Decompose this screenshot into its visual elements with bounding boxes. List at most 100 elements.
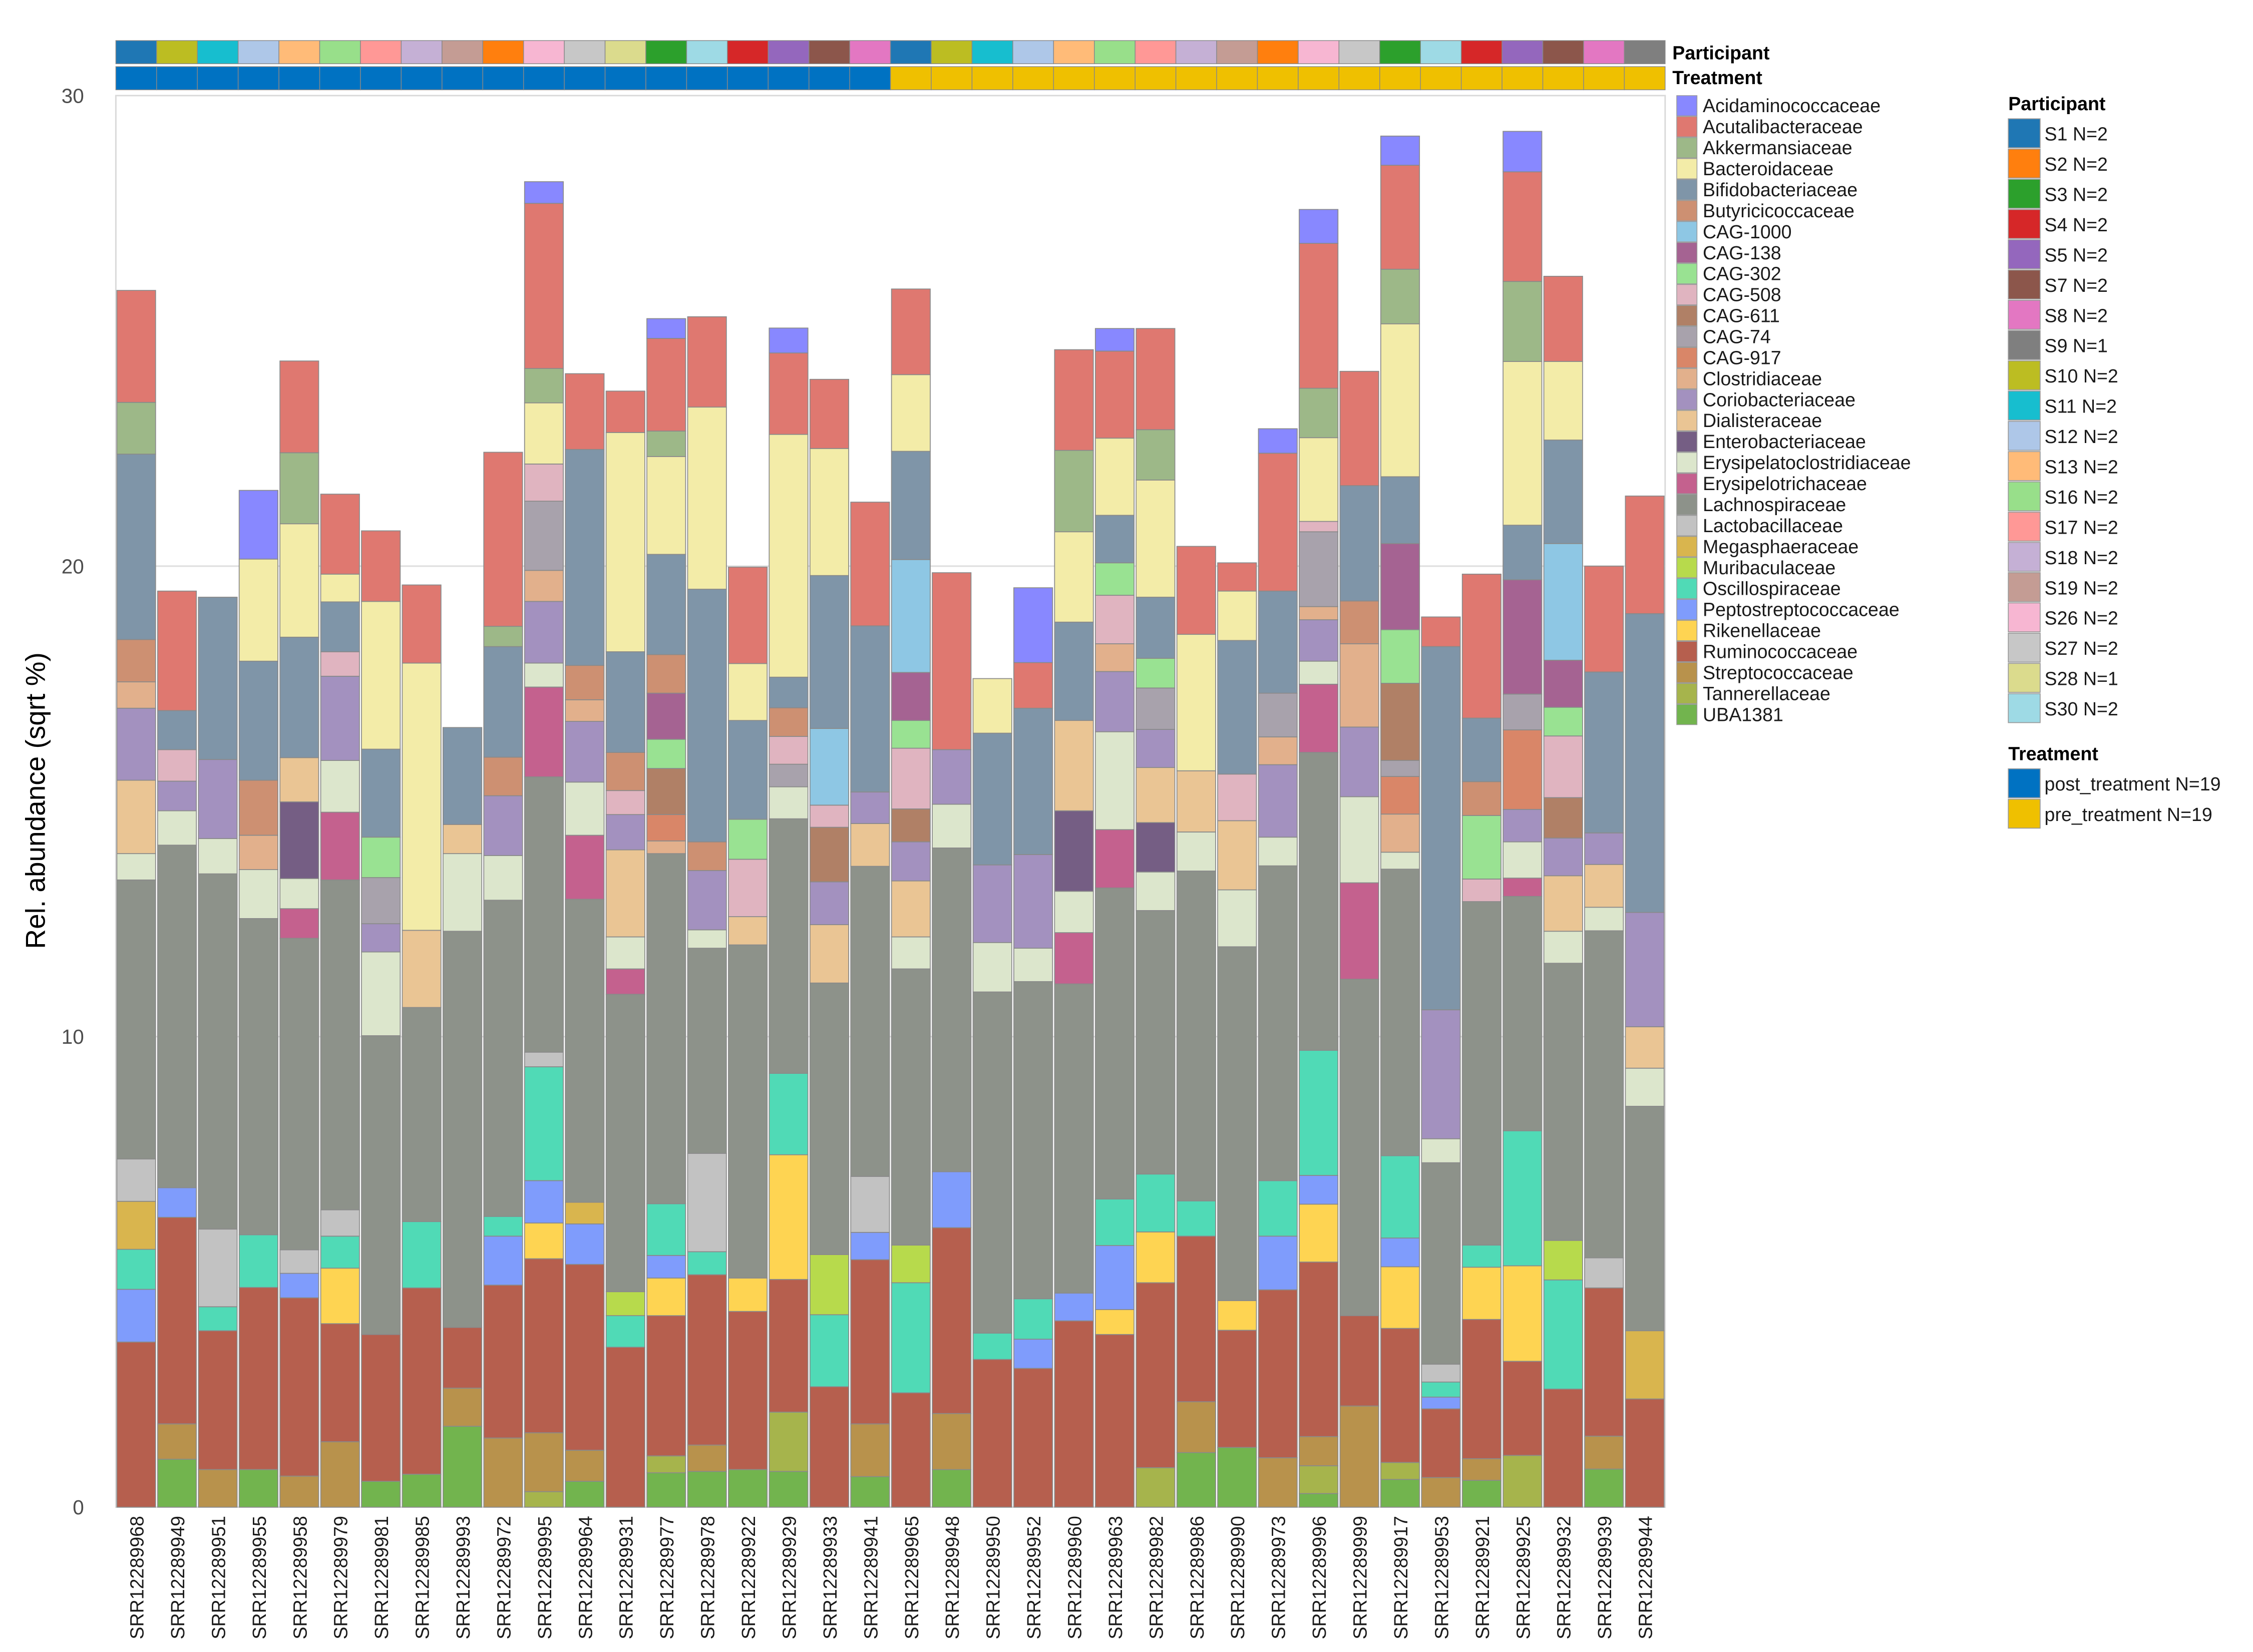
bar-segment-peptostreptococcaceae bbox=[157, 1187, 197, 1218]
x-tick-label: SRR12289948 bbox=[942, 1516, 963, 1639]
legend-swatch bbox=[2008, 390, 2041, 421]
bar-segment-uba1381 bbox=[361, 1481, 401, 1508]
bar-segment-acutalibacteraceae bbox=[1054, 349, 1094, 451]
bar-segment-cag-302 bbox=[646, 738, 686, 769]
bar-segment-ruminococcaceae bbox=[1584, 1287, 1624, 1437]
bar-segment-uba1381 bbox=[1217, 1447, 1257, 1508]
bar-segment-erysipelatoclostridiaceae bbox=[1503, 841, 1543, 879]
participant-strip-cell bbox=[931, 40, 973, 65]
bar-segment-peptostreptococcaceae bbox=[565, 1223, 605, 1265]
treatment-strip-cell bbox=[1379, 66, 1421, 91]
legend-label: CAG-74 bbox=[1703, 326, 1771, 347]
bar-segment-cag-611 bbox=[809, 827, 850, 883]
legend-label: UBA1381 bbox=[1703, 704, 1783, 725]
bar-segment-oscillospiraceae bbox=[646, 1203, 686, 1256]
bar-segment-tannerellaceae bbox=[1380, 1462, 1420, 1480]
bar-segment-oscillospiraceae bbox=[483, 1215, 523, 1237]
participant-strip-label: Participant bbox=[1672, 43, 1770, 64]
bar-segment-rikenellaceae bbox=[1461, 1267, 1501, 1320]
bar-segment-bifidobacteriaceae bbox=[1461, 717, 1501, 782]
legend-swatch bbox=[2008, 632, 2041, 663]
bar-segment-tannerellaceae bbox=[1503, 1455, 1543, 1508]
bar-segment-erysipelatoclostridiaceae bbox=[483, 855, 523, 901]
bar-segment-cag-74 bbox=[524, 501, 564, 571]
bar-segment-lachnospiraceae bbox=[891, 968, 931, 1246]
x-tick-label: SRR12289958 bbox=[289, 1516, 310, 1639]
bar-segment-bifidobacteriaceae bbox=[1421, 646, 1461, 1011]
bar-segment-ruminococcaceae bbox=[157, 1216, 197, 1425]
participant-strip-cell bbox=[645, 40, 687, 65]
bar-segment-clostridiaceae bbox=[646, 840, 686, 855]
bar-segment-lachnospiraceae bbox=[1217, 946, 1257, 1301]
treatment-strip-cell bbox=[1094, 66, 1136, 91]
legend-swatch bbox=[1676, 515, 1698, 536]
bar-segment-bifidobacteriaceae bbox=[1625, 613, 1665, 913]
bar-segment-lachnospiraceae bbox=[1258, 865, 1298, 1181]
bar-segment-akkermansiaceae bbox=[524, 368, 564, 403]
bar-segment-streptococcaceae bbox=[320, 1441, 360, 1508]
bar-segment-lactobacillaceae bbox=[850, 1176, 890, 1233]
participant-strip-cell bbox=[319, 40, 361, 65]
legend-label: S7 N=2 bbox=[2045, 275, 2108, 296]
legend-label: S13 N=2 bbox=[2045, 457, 2118, 478]
bar-segment-peptostreptococcaceae bbox=[1299, 1175, 1339, 1205]
participant-strip-cell bbox=[237, 40, 279, 65]
legend-label: Bacteroidaceae bbox=[1703, 158, 1833, 179]
bar-segment-peptostreptococcaceae bbox=[1094, 1245, 1135, 1310]
bar-segment-ruminococcaceae bbox=[524, 1258, 564, 1434]
bar-segment-peptostreptococcaceae bbox=[646, 1255, 686, 1279]
bar-segment-cag-611 bbox=[891, 808, 931, 843]
legend-swatch bbox=[2008, 481, 2041, 512]
bar-segment-lachnospiraceae bbox=[157, 845, 197, 1188]
bar-segment-lachnospiraceae bbox=[1625, 1106, 1665, 1332]
participant-strip-cell bbox=[197, 40, 239, 65]
legend-swatch bbox=[2008, 798, 2041, 829]
bar-segment-lachnospiraceae bbox=[1339, 979, 1379, 1317]
legend-label: Enterobacteriaceae bbox=[1703, 431, 1866, 452]
legend-label: S28 N=1 bbox=[2045, 668, 2118, 689]
bar-segment-ruminococcaceae bbox=[1543, 1388, 1583, 1508]
bar-segment-butyricicoccaceae bbox=[116, 639, 156, 682]
bar-segment-ruminococcaceae bbox=[1258, 1289, 1298, 1458]
legend-label: Bifidobacteriaceae bbox=[1703, 179, 1857, 200]
bar-segment-bacteroidaceae bbox=[524, 402, 564, 465]
bar-segment-dialisteraceae bbox=[279, 757, 319, 802]
bar-segment-coriobacteriaceae bbox=[1543, 838, 1583, 877]
participant-strip-cell bbox=[523, 40, 565, 65]
bar-segment-clostridiaceae bbox=[1258, 736, 1298, 765]
x-tick-label: SRR12289986 bbox=[1187, 1516, 1208, 1639]
bar-segment-clostridiaceae bbox=[116, 681, 156, 709]
bar-segment-megasphaeraceae bbox=[565, 1201, 605, 1224]
legend-swatch bbox=[1676, 473, 1698, 495]
y-tick-label: 0 bbox=[73, 1496, 84, 1519]
bar-SRR12289950 bbox=[972, 678, 1012, 1508]
bar-segment-lachnospiraceae bbox=[605, 994, 645, 1293]
bar-segment-bifidobacteriaceae bbox=[850, 625, 890, 792]
bar-segment-lactobacillaceae bbox=[524, 1051, 564, 1067]
bar-segment-oscillospiraceae bbox=[320, 1235, 360, 1269]
bar-segment-ruminococcaceae bbox=[116, 1341, 156, 1508]
legend-label: S10 N=2 bbox=[2045, 365, 2118, 386]
bar-segment-erysipelatoclostridiaceae bbox=[932, 803, 972, 849]
legend-swatch bbox=[2008, 148, 2041, 179]
bar-segment-streptococcaceae bbox=[1421, 1477, 1461, 1508]
y-axis-title: Rel. abundance (sqrt %) bbox=[20, 652, 51, 949]
bar-segment-ruminococcaceae bbox=[728, 1311, 768, 1470]
bar-segment-bacteroidaceae bbox=[1176, 634, 1216, 771]
legend-label: pre_treatment N=19 bbox=[2045, 804, 2212, 825]
bar-segment-coriobacteriaceae bbox=[605, 814, 645, 851]
legend-swatch bbox=[1676, 704, 1698, 725]
bar-segment-streptococcaceae bbox=[1584, 1435, 1624, 1470]
bar-segment-cag-917 bbox=[1503, 729, 1543, 810]
treatment-strip-cell bbox=[1012, 66, 1054, 91]
bar-segment-rikenellaceae bbox=[1503, 1265, 1543, 1362]
bar-segment-erysipelatoclostridiaceae bbox=[1176, 832, 1216, 872]
bar-segment-uba1381 bbox=[402, 1474, 442, 1508]
bar-segment-cag-508 bbox=[809, 804, 850, 828]
bar-segment-lachnospiraceae bbox=[1136, 910, 1176, 1175]
legend-swatch bbox=[1676, 368, 1698, 389]
bar-segment-ruminococcaceae bbox=[1503, 1361, 1543, 1456]
bar-segment-ruminococcaceae bbox=[483, 1285, 523, 1439]
bar-segment-acutalibacteraceae bbox=[279, 360, 319, 454]
x-tick-label: SRR12289949 bbox=[167, 1516, 188, 1639]
